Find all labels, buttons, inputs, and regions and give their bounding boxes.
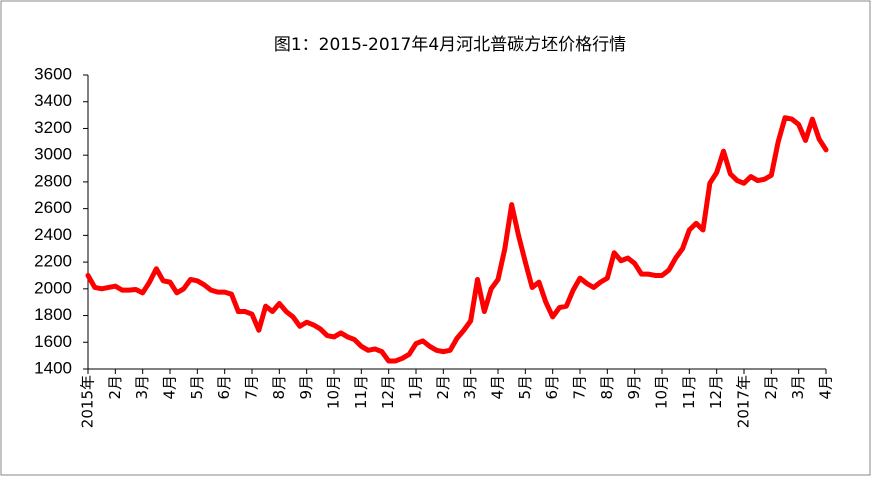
x-tick-label: 2月	[106, 375, 124, 400]
y-tick-label: 3400	[34, 91, 72, 110]
x-tick-label: 10月	[325, 375, 343, 409]
x-tick-label: 7月	[571, 375, 589, 400]
x-tick-label: 3月	[461, 375, 479, 400]
x-tick-label: 9月	[625, 375, 643, 400]
line	[85, 115, 829, 364]
x-tick-label: 11月	[352, 375, 370, 409]
y-tick-label: 2000	[34, 278, 72, 297]
x-tick-label: 10月	[653, 375, 671, 409]
y-tick-label: 2200	[34, 252, 72, 271]
y-tick-label: 1600	[34, 332, 72, 351]
x-tick-label: 8月	[270, 375, 288, 400]
x-tick-label: 7月	[243, 375, 261, 400]
x-tick-label: 1月	[407, 375, 425, 400]
x-tick-label: 12月	[707, 375, 725, 409]
x-tick-label: 2月	[762, 375, 780, 400]
x-tick-label: 4月	[489, 375, 507, 400]
x-tick-label: 2月	[434, 375, 452, 400]
y-tick-label: 2600	[34, 198, 72, 217]
x-tick-label: 2017年	[735, 375, 753, 428]
x-tick-label: 5月	[516, 375, 534, 400]
x-tick-label: 9月	[297, 375, 315, 400]
y-tick-label: 1400	[34, 358, 72, 377]
y-tick-label: 3600	[34, 64, 72, 83]
y-tick-label: 2400	[34, 225, 72, 244]
x-tick-label: 2015年	[79, 375, 97, 428]
y-tick-label: 3000	[34, 145, 72, 164]
chart-title: 图1：2015-2017年4月河北普碳方坯价格行情	[274, 35, 626, 55]
y-tick-label: 1800	[34, 305, 72, 324]
x-tick-label: 8月	[598, 375, 616, 400]
x-tick-label: 3月	[789, 375, 807, 400]
x-tick-label: 6月	[215, 375, 233, 400]
x-tick-label: 4月	[161, 375, 179, 400]
x-tick-label: 4月	[817, 375, 835, 400]
x-tick-label: 12月	[379, 375, 397, 409]
y-tick-label: 3200	[34, 118, 72, 137]
y-tick-label: 2800	[34, 171, 72, 190]
x-tick-label: 6月	[543, 375, 561, 400]
x-tick-label: 5月	[188, 375, 206, 400]
x-tick-label: 11月	[680, 375, 698, 409]
x-tick-label: 3月	[133, 375, 151, 400]
